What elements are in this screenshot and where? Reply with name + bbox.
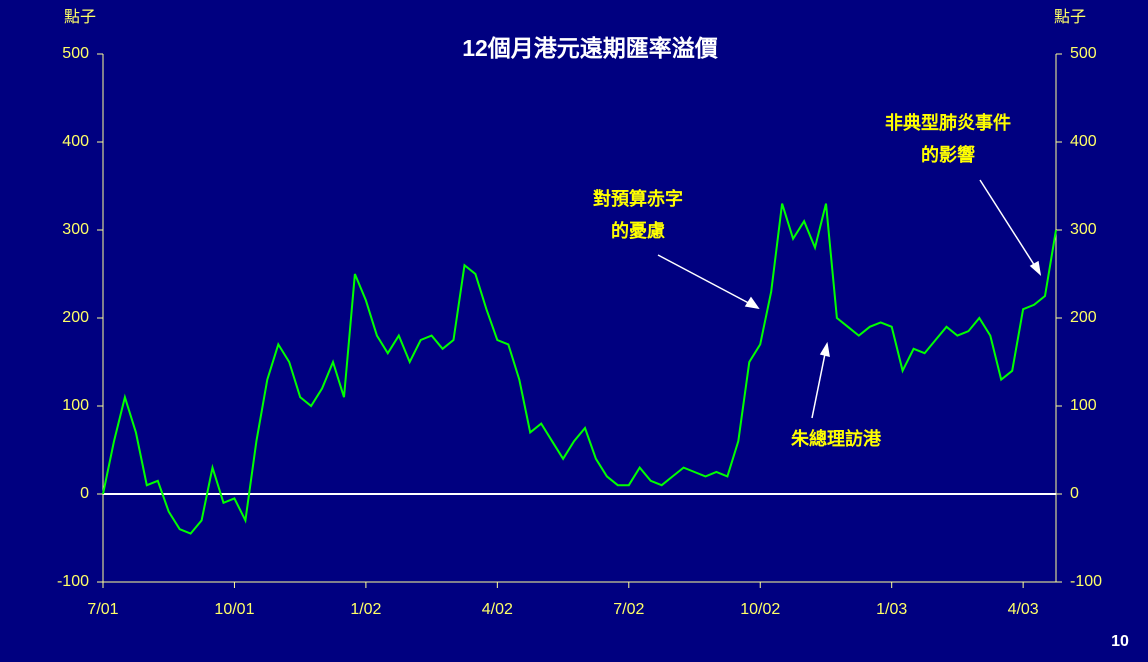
x-tick-label: 7/02 [613, 601, 644, 618]
data-line [102, 203, 1057, 535]
y2-tick-label: 200 [1070, 309, 1097, 326]
arrow [979, 179, 1041, 275]
annotation-arrows [657, 179, 1042, 419]
x-tick-label: 4/03 [1008, 601, 1039, 618]
y-tick-label: 500 [62, 45, 89, 62]
annotation: 的影響 [921, 144, 975, 165]
y2-tick-label: -100 [1070, 573, 1102, 590]
page-number: 10 [1111, 633, 1129, 650]
y2-tick-label: 300 [1070, 221, 1097, 238]
y-tick-label: 0 [80, 485, 89, 502]
arrow [657, 254, 759, 309]
arrow [811, 343, 828, 419]
x-tick-label: 10/01 [214, 601, 254, 618]
y-tick-label: 300 [62, 221, 89, 238]
y2-axis-label: 點子 [1054, 8, 1086, 26]
x-tick-label: 10/02 [740, 601, 780, 618]
y-tick-label: 200 [62, 309, 89, 326]
y-tick-label: 400 [62, 133, 89, 150]
annotation: 對預算赤字 [593, 188, 683, 209]
annotation: 朱總理訪港 [791, 428, 882, 449]
arrow-head [819, 341, 830, 358]
x-tick-label: 4/02 [482, 601, 513, 618]
y-tick-label: 100 [62, 397, 89, 414]
y2-tick-label: 100 [1070, 397, 1097, 414]
arrow-head [744, 296, 760, 310]
chart-title: 12個月港元遠期匯率溢價 [462, 35, 719, 61]
annotation: 的憂慮 [611, 220, 665, 241]
x-tick-label: 1/02 [350, 601, 381, 618]
y-tick-label: -100 [57, 573, 89, 590]
arrow-head [1029, 260, 1042, 276]
x-tick-label: 7/01 [87, 601, 118, 618]
y2-tick-label: 400 [1070, 133, 1097, 150]
x-tick-label: 1/03 [876, 601, 907, 618]
y2-tick-label: 0 [1070, 485, 1079, 502]
y-axis-label: 點子 [64, 8, 96, 26]
annotation: 非典型肺炎事件 [885, 112, 1011, 133]
y2-tick-label: 500 [1070, 45, 1097, 62]
